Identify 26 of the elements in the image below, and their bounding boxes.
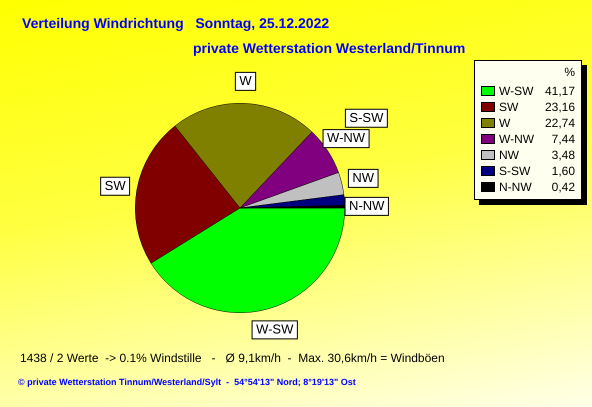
data-label: 41,17 — [544, 83, 575, 99]
slice-label: SW — [104, 178, 126, 193]
legend-label: W — [499, 115, 512, 131]
text: © private Wetterstation Tinnum/Westerland/Sylt - 54°54'13" Nord; 8°19'13" Ost — [18, 377, 356, 387]
data-label: 1,60 — [550, 163, 575, 179]
legend-label: W-NW — [499, 131, 536, 147]
data-label: 22,74 — [544, 115, 575, 131]
text: 1438 / 2 Werte -> 0.1% Windstille - Ø 9,1km/h - Max. 30,6km/h = Windböen — [20, 351, 445, 365]
legend-title: % — [563, 65, 575, 79]
data-label: 23,16 — [544, 99, 575, 115]
slice-label: W — [239, 72, 252, 88]
chart-title: Verteilung Windrichtung Sonntag, 25.12.2022 — [22, 15, 330, 31]
slice-label: W-SW — [256, 321, 294, 336]
data-label: 7,44 — [550, 131, 575, 147]
legend-label: SW — [499, 99, 520, 115]
legend-label: W-SW — [499, 83, 534, 99]
category-label: S-SW — [349, 110, 384, 125]
chart-subtitle: private Wetterstation Westerland/Tinnum — [193, 40, 466, 56]
legend-label: NW — [499, 147, 520, 163]
slice-label: N-NW — [349, 198, 386, 213]
data-label: 0,42 — [550, 179, 575, 195]
data-label: 3,48 — [550, 147, 575, 163]
legend-label: S-SW — [499, 163, 532, 179]
slice-label: NW — [352, 170, 375, 185]
legend-label: N-NW — [499, 179, 533, 195]
slice-label: W-NW — [327, 130, 366, 146]
